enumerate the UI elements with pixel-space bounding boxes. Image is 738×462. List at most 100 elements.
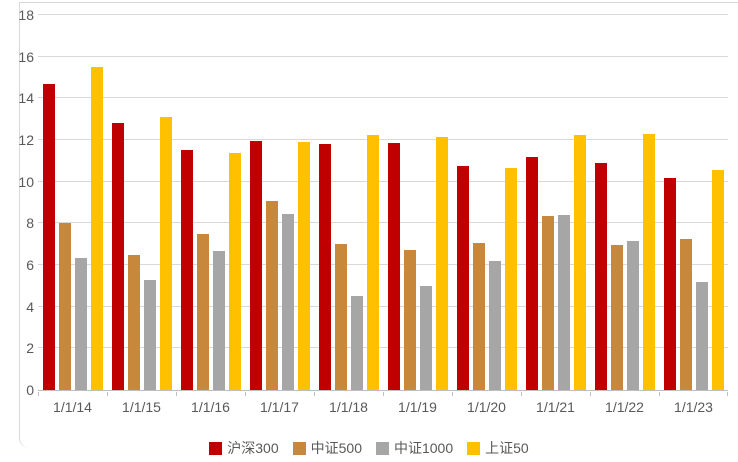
bar-上证50 [159,117,172,390]
legend-label: 上证50 [485,440,529,456]
bar-group-1-1-14 [38,15,107,390]
x-axis-category-label: 1/1/19 [398,399,437,415]
bar-上证50 [573,134,586,390]
legend-swatch-icon [467,441,481,455]
y-axis-tick-label: 16 [18,48,34,65]
x-axis-tick [521,392,522,396]
bar-中证500 [610,245,623,390]
x-axis-tick [176,392,177,396]
x-axis-category-label: 1/1/17 [260,399,299,415]
bar-group-1-1-20 [452,15,521,390]
bar-group-1-1-22 [590,15,659,390]
bar-中证500 [334,244,347,390]
y-axis-tick-label: 0 [26,382,34,398]
x-axis-ticks [38,392,728,396]
bar-上证50 [711,170,724,390]
y-axis-tick-label: 12 [18,132,34,148]
bar-中证500 [541,216,554,390]
bar-group-1-1-15 [107,15,176,390]
bar-中证500 [265,201,278,390]
bar-中证500 [472,243,485,390]
x-axis-category-label: 1/1/15 [122,399,161,415]
y-axis-tick-label: 18 [18,7,34,23]
bar-group-1-1-19 [383,15,452,390]
bar-沪深300 [663,177,676,390]
bar-中证500 [196,233,209,390]
legend-label: 沪深300 [227,440,279,456]
y-axis-tick-label: 14 [18,90,34,107]
x-axis-category-label: 1/1/22 [605,399,644,415]
x-axis-category-label: 1/1/14 [53,399,92,415]
bar-中证1000 [695,281,708,390]
gridline [38,180,728,182]
bar-沪深300 [111,123,124,390]
gridline [38,264,728,265]
x-axis-category-label: 1/1/18 [329,399,368,415]
bar-沪深300 [249,141,262,390]
x-axis-category-label: 1/1/21 [536,399,575,415]
gridline [38,55,728,57]
gridline [38,305,728,307]
bar-groups-container [38,15,728,390]
bar-上证50 [366,134,379,390]
gridline [38,139,728,140]
x-axis-labels: 1/1/14 1/1/15 1/1/16 1/1/17 1/1/18 1/1/19 1/1/… [38,399,728,415]
y-axis-tick-label: 4 [26,298,34,315]
bar-中证500 [58,223,71,390]
x-axis-category-label: 1/1/23 [674,399,713,415]
bar-沪深300 [318,144,331,390]
plot-area: 0 2 4 6 8 10 12 14 16 18 [18,7,728,398]
bar-group-1-1-21 [521,15,590,390]
bar-上证50 [435,136,448,390]
legend-item-沪深300: 沪深300 [209,438,279,458]
bar-中证1000 [281,213,294,390]
x-axis-tick [659,392,660,396]
bar-沪深300 [525,156,538,390]
gridline [38,14,728,15]
y-axis-tick-label: 6 [26,257,34,273]
bar-中证500 [127,254,140,390]
bar-沪深300 [42,83,55,390]
y-axis-tick-label: 8 [26,215,34,232]
bar-group-1-1-17 [245,15,314,390]
bar-沪深300 [180,150,193,390]
x-axis-category-label: 1/1/20 [467,399,506,415]
bar-group-1-1-16 [176,15,245,390]
legend-item-中证500: 中证500 [292,438,362,458]
x-axis-tick [107,392,108,396]
bar-上证50 [642,133,655,390]
legend-label: 中证500 [310,440,362,456]
bar-中证1000 [419,285,432,390]
x-axis-tick [38,392,39,396]
chart-legend: 沪深300 中证500 中证1000 上证50 [0,438,738,458]
bar-上证50 [297,142,310,390]
y-axis-tick-label: 10 [18,173,34,190]
bar-group-1-1-18 [314,15,383,390]
bar-中证500 [403,250,416,390]
x-axis-tick [452,392,453,396]
bar-沪深300 [387,143,400,390]
bar-上证50 [228,152,241,390]
bar-group-1-1-23 [659,15,728,390]
bar-中证1000 [488,260,501,390]
x-axis-tick [245,392,246,396]
bar-上证50 [90,67,103,390]
bar-沪深300 [456,166,469,390]
bar-中证1000 [626,241,639,390]
legend-swatch-icon [209,441,223,455]
x-axis-category-label: 1/1/16 [191,399,230,415]
bar-中证1000 [350,296,363,390]
bar-沪深300 [594,162,607,390]
bar-中证1000 [74,257,87,390]
x-axis-tick [383,392,384,396]
legend-item-中证1000: 中证1000 [375,438,453,458]
x-axis-tick [727,392,728,396]
gridline [38,97,728,99]
gridline [38,222,728,224]
bar-中证500 [679,238,692,390]
legend-swatch-icon [375,441,389,455]
legend-item-上证50: 上证50 [467,438,529,458]
x-axis-tick [314,392,315,396]
bar-上证50 [504,168,517,390]
